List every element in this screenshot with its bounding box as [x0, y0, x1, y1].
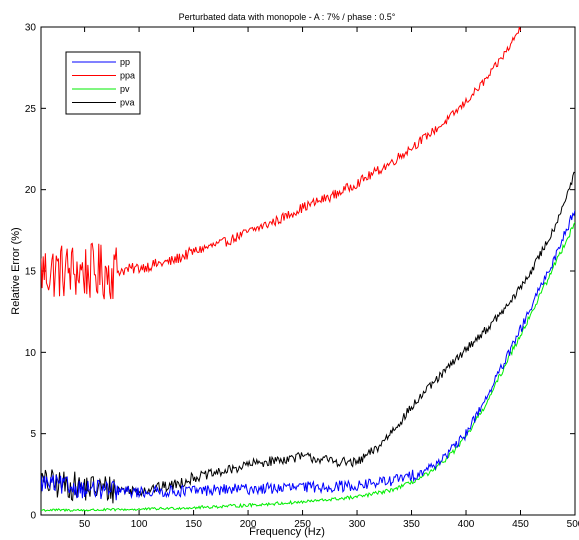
y-axis-label: Relative Error (%) [10, 227, 22, 314]
chart-title: Perturbated data with monopole - A : 7% … [179, 12, 396, 22]
legend-label-ppa: ppa [120, 71, 135, 81]
x-tick-label: 150 [185, 519, 202, 530]
x-tick-label: 250 [294, 519, 311, 530]
legend-label-pva: pva [120, 98, 135, 108]
x-tick-label: 300 [349, 519, 366, 530]
x-tick-label: 50 [79, 519, 91, 530]
y-tick-label: 5 [30, 429, 36, 440]
series-line-pva [41, 171, 575, 504]
legend: pp ppa pv pva [65, 51, 141, 115]
series-line-pv [41, 221, 575, 513]
series-line-pp [41, 210, 575, 501]
y-tick-label: 10 [25, 348, 37, 359]
x-tick-label: 450 [512, 519, 529, 530]
x-tick-label: 350 [403, 519, 420, 530]
y-tick-label: 20 [25, 185, 37, 196]
x-tick-label: 100 [131, 519, 148, 530]
series-line-ppa [41, 27, 521, 300]
y-tick-label: 0 [30, 511, 36, 522]
y-tick-label: 30 [25, 23, 37, 34]
legend-label-pv: pv [120, 84, 130, 94]
x-tick-label: 400 [458, 519, 475, 530]
x-tick-label: 200 [240, 519, 257, 530]
x-axis-label: Frequency (Hz) [249, 526, 325, 538]
legend-label-pp: pp [120, 57, 130, 67]
x-tick-label: 500 [567, 519, 579, 530]
y-tick-label: 15 [25, 267, 37, 278]
y-tick-label: 25 [25, 104, 37, 115]
